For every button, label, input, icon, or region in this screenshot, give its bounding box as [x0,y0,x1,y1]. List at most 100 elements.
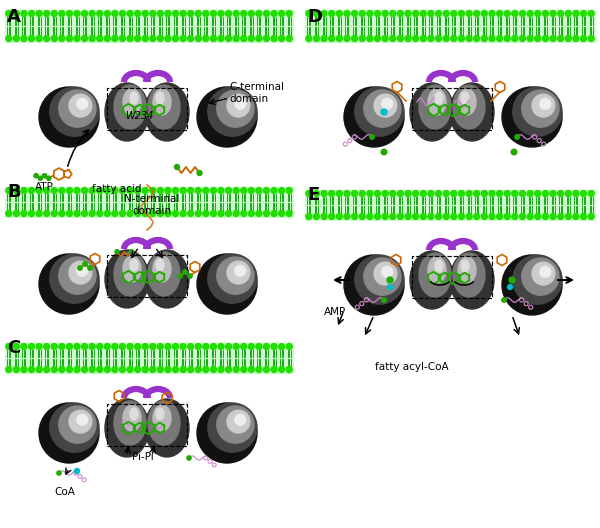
Circle shape [509,277,515,283]
Circle shape [542,35,548,42]
Circle shape [508,285,512,289]
Circle shape [89,11,95,16]
Circle shape [512,191,518,196]
Circle shape [67,187,73,193]
Circle shape [286,366,292,372]
Circle shape [248,211,254,216]
Circle shape [39,403,99,463]
Circle shape [504,213,510,220]
Circle shape [21,11,27,16]
Circle shape [413,11,419,16]
Circle shape [165,187,171,193]
Text: CoA: CoA [54,487,75,497]
Bar [412,88,492,130]
Circle shape [233,366,239,372]
Circle shape [497,213,503,220]
Circle shape [458,11,464,16]
Circle shape [6,11,12,16]
Circle shape [481,11,487,16]
Circle shape [59,257,96,294]
Circle shape [67,211,73,216]
Circle shape [21,211,27,216]
Circle shape [420,213,426,220]
Circle shape [134,344,140,350]
Circle shape [256,11,262,16]
Circle shape [38,176,43,181]
Ellipse shape [130,92,138,104]
Circle shape [286,187,292,193]
Circle shape [44,344,50,350]
Circle shape [195,366,201,372]
Circle shape [263,35,269,42]
Circle shape [13,344,19,350]
Circle shape [502,298,506,302]
Circle shape [74,35,80,42]
Circle shape [180,35,186,42]
Circle shape [127,211,133,216]
Circle shape [489,213,495,220]
Circle shape [550,35,556,42]
Circle shape [13,11,19,16]
Circle shape [6,211,12,216]
Ellipse shape [461,260,469,272]
Circle shape [352,213,358,220]
Ellipse shape [453,85,485,129]
Circle shape [550,213,556,220]
Circle shape [535,213,541,220]
Circle shape [513,255,562,304]
Circle shape [382,191,388,196]
Circle shape [306,35,312,42]
Circle shape [50,403,99,452]
Circle shape [235,266,245,276]
Text: AMP: AMP [324,307,346,317]
Circle shape [178,274,182,278]
Circle shape [397,11,403,16]
Circle shape [36,35,42,42]
Circle shape [180,187,186,193]
Circle shape [557,191,563,196]
Circle shape [233,187,239,193]
Text: fatty acid: fatty acid [92,184,142,194]
Text: ATP: ATP [35,182,54,192]
Circle shape [515,135,519,139]
Circle shape [59,406,96,443]
Circle shape [511,149,517,155]
Circle shape [67,35,73,42]
Circle shape [520,191,526,196]
Circle shape [6,344,12,350]
Circle shape [74,344,80,350]
Circle shape [388,285,392,289]
Circle shape [382,298,386,302]
Circle shape [436,213,442,220]
Circle shape [13,187,19,193]
Circle shape [217,406,254,443]
Circle shape [263,11,269,16]
Circle shape [89,344,95,350]
Circle shape [211,35,217,42]
Circle shape [241,35,247,42]
Circle shape [390,213,396,220]
Circle shape [381,109,387,115]
Bar [305,190,595,220]
Circle shape [217,257,254,294]
Circle shape [286,344,292,350]
Circle shape [29,211,35,216]
Circle shape [226,211,232,216]
Circle shape [241,344,247,350]
Circle shape [82,11,88,16]
Circle shape [337,35,343,42]
Circle shape [188,344,194,350]
Circle shape [367,191,373,196]
Circle shape [428,11,434,16]
Circle shape [97,187,103,193]
Circle shape [150,366,156,372]
Ellipse shape [156,408,164,420]
Circle shape [502,87,562,147]
Circle shape [165,11,171,16]
Circle shape [157,344,163,350]
Circle shape [405,35,411,42]
Ellipse shape [450,83,494,141]
Ellipse shape [130,259,138,271]
Circle shape [413,35,419,42]
Circle shape [226,366,232,372]
